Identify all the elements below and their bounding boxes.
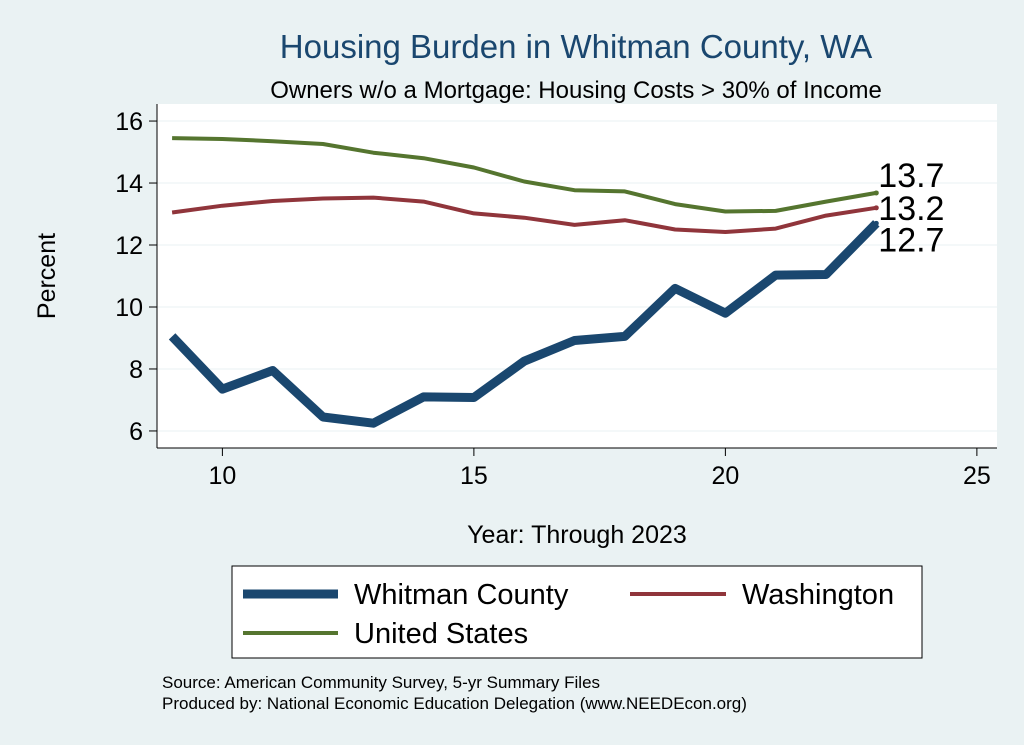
- x-tick-label-20: 20: [711, 462, 739, 490]
- legend: Whitman County Washington United States: [231, 565, 923, 659]
- y-tick-label-6: 6: [129, 418, 143, 446]
- grid-lines: [157, 120, 997, 432]
- plot-area: [157, 104, 997, 448]
- source-line: Source: American Community Survey, 5-yr …: [162, 673, 600, 692]
- y-tick-label-14: 14: [115, 170, 143, 198]
- series-end-point-united-states: [873, 190, 879, 196]
- y-tick-label-12: 12: [115, 232, 143, 260]
- x-axis-ticks: 10 15 20 25: [208, 448, 991, 490]
- produced-by-line: Produced by: National Economic Education…: [162, 694, 747, 713]
- legend-label-united-states: United States: [354, 618, 528, 650]
- x-tick-label-25: 25: [963, 462, 991, 490]
- y-tick-label-10: 10: [115, 294, 143, 322]
- chart-title: Housing Burden in Whitman County, WA: [280, 28, 872, 65]
- x-axis-label: Year: Through 2023: [467, 521, 687, 549]
- x-tick-label-15: 15: [460, 462, 488, 490]
- series-line-united-states: [172, 136, 877, 214]
- series-end-point-washington: [873, 205, 879, 211]
- y-axis-label: Percent: [33, 233, 61, 319]
- y-axis-ticks: 6 8 10 12 14 16: [115, 108, 157, 446]
- legend-label-washington: Washington: [742, 579, 894, 611]
- y-tick-label-8: 8: [129, 356, 143, 384]
- x-tick-label-10: 10: [208, 462, 236, 490]
- end-label-washington: 13.2: [878, 190, 944, 228]
- legend-box: [231, 565, 923, 659]
- legend-label-whitman: Whitman County: [354, 579, 569, 611]
- end-label-whitman-county: 12.7: [878, 221, 944, 259]
- series-line-washington: [171, 195, 877, 234]
- y-tick-label-16: 16: [115, 108, 143, 136]
- end-label-united-states: 13.7: [878, 157, 944, 195]
- end-labels: 12.713.213.7: [878, 157, 944, 259]
- chart-subtitle: Owners w/o a Mortgage: Housing Costs > 3…: [270, 77, 882, 104]
- series-end-point-whitman-county: [873, 220, 879, 226]
- series-layer: [168, 136, 880, 428]
- series-line-whitman-county: [168, 220, 880, 428]
